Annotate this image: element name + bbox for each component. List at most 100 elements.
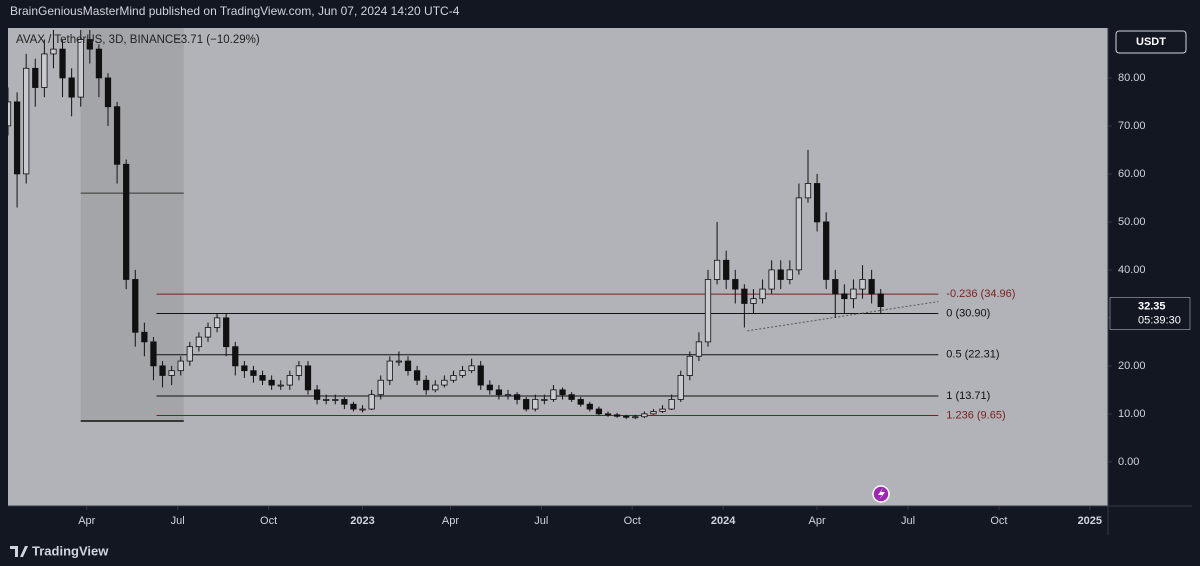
currency-button[interactable] (1115, 30, 1187, 54)
candle-body (450, 375, 457, 381)
candle-body (486, 384, 493, 391)
candle-body (695, 341, 703, 357)
candle-body (295, 365, 303, 376)
candle-body (641, 413, 648, 418)
candle-body (359, 408, 366, 411)
x-tick-label: 2023 (350, 515, 374, 527)
candle-body (204, 327, 212, 338)
x-tick-label: Oct (990, 515, 1007, 527)
candle-body (741, 288, 748, 304)
candle-body (823, 221, 830, 280)
candle-body (495, 389, 503, 396)
candle-body (350, 403, 357, 410)
x-tick-label: 2024 (711, 515, 736, 527)
published-note: BrainGeniousMasterMind published on Trad… (10, 4, 460, 18)
candle-body (304, 365, 312, 391)
candle-body (413, 370, 421, 381)
x-tick-label: Jul (171, 515, 185, 527)
candle-body (659, 408, 666, 412)
candle-body (341, 399, 348, 405)
candle-body (232, 346, 239, 367)
brand[interactable]: TradingView (32, 543, 109, 558)
candle-body (395, 360, 403, 363)
fib-level-label: 1.236 (9.65) (946, 409, 1005, 421)
candle-body (577, 399, 584, 405)
candle-body (795, 197, 803, 271)
candle-body (195, 336, 203, 348)
candle-body (168, 370, 175, 376)
x-tick-label: Apr (809, 515, 826, 527)
candle-body (313, 389, 321, 400)
range-box (80, 28, 184, 422)
y-tick-label: 70.00 (1118, 120, 1146, 132)
symbol: AVAX / TetherUS, 3D, BINANCE (16, 34, 181, 46)
y-tick-label: 80.00 (1118, 72, 1146, 84)
y-tick-label: 50.00 (1118, 216, 1146, 228)
candle-body (859, 279, 866, 290)
y-tick-label: 10.00 (1118, 408, 1146, 420)
y-tick-label: 0.00 (1118, 456, 1139, 468)
candle-body (777, 269, 784, 280)
candle-body (868, 279, 875, 295)
candle-body (850, 288, 857, 300)
candle-body (813, 183, 821, 223)
candle-body (8, 101, 12, 127)
brand-logo[interactable] (10, 546, 28, 557)
last-price-tag (1109, 297, 1191, 330)
candle-body (132, 279, 139, 333)
candle-body (268, 379, 275, 386)
candle-body (286, 375, 293, 386)
candle-body (541, 399, 548, 401)
candle-body (332, 399, 339, 401)
candle-body (59, 48, 66, 79)
candle-body (432, 384, 439, 391)
x-tick-label: Jul (534, 515, 548, 527)
candle-body (41, 53, 48, 88)
last-price: 32.35 (1138, 300, 1166, 312)
candle-body (223, 317, 230, 348)
candle-body (786, 269, 793, 280)
y-tick-label: 20.00 (1118, 360, 1146, 372)
candle-body (250, 370, 257, 376)
candle-body (768, 269, 775, 290)
y-tick-label: 60.00 (1118, 168, 1146, 180)
candle-body (723, 259, 730, 280)
candle-body (86, 39, 93, 50)
candle-body (404, 360, 412, 372)
x-tick-label: 2025 (1078, 515, 1102, 527)
candle-body (277, 384, 284, 387)
price-change: −3.71 (−10.29%) (174, 34, 260, 46)
plot-area (8, 28, 1108, 506)
candle-body (323, 399, 330, 401)
logo-mark (10, 546, 28, 557)
currency[interactable]: USDT (1136, 36, 1166, 48)
candle-body (532, 399, 539, 410)
candle-body (759, 288, 766, 300)
candle-body (177, 360, 184, 372)
candle-body (104, 77, 112, 108)
candle-body (368, 394, 375, 410)
candle-body (32, 67, 39, 88)
fib-level-label: 0.5 (22.31) (946, 349, 999, 361)
x-tick-label: Jul (901, 515, 915, 527)
candle-body (213, 317, 221, 328)
candle-body (241, 365, 248, 372)
y-tick-label: 40.00 (1118, 264, 1146, 276)
candle-body (68, 77, 75, 98)
candle-body (568, 394, 575, 400)
candle-body (95, 48, 103, 79)
candle-body (468, 365, 475, 372)
candle-body (77, 39, 84, 98)
candle-body (595, 408, 603, 415)
candle-body (504, 394, 512, 397)
candle-body (623, 415, 630, 418)
candle-body (423, 379, 430, 391)
candle-body (377, 379, 384, 396)
x-tick-label: Apr (78, 515, 95, 527)
candle-body (113, 106, 121, 165)
candle-body (668, 399, 675, 410)
fib-level-label: -0.236 (34.96) (946, 288, 1015, 300)
candle-body (459, 370, 466, 376)
candle-body (613, 414, 621, 417)
candle-body (750, 298, 757, 304)
